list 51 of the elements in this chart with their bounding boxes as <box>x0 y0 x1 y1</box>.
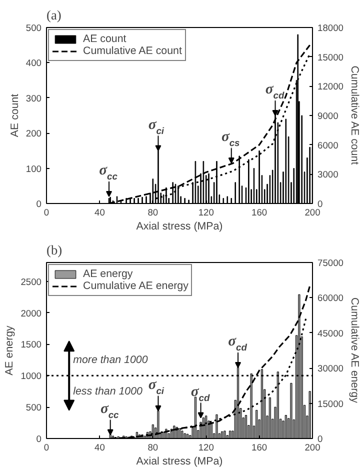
y2-axis-title: Cumulative AE energy <box>348 297 360 404</box>
x-tick-label: 200 <box>304 208 320 218</box>
y-tick-label: 100 <box>26 164 42 174</box>
x-tick-label: 40 <box>94 442 105 452</box>
y2-tick-label: 75000 <box>318 258 344 268</box>
y2-tick-label: 45000 <box>318 328 344 338</box>
legend-label: Cumulative AE energy <box>83 280 188 292</box>
y2-tick-label: 9000 <box>318 111 338 121</box>
y2-tick-label: 15000 <box>318 398 344 409</box>
y-tick-label: 0 <box>36 434 42 444</box>
x-tick-label: 80 <box>148 208 158 218</box>
y-tick-label: 1500 <box>20 340 42 350</box>
x-axis-title: Axial stress (MPa) <box>136 220 223 232</box>
y-tick-label: 2000 <box>20 308 42 318</box>
x-tick-label: 40 <box>94 208 105 218</box>
x-tick-label: 200 <box>304 442 320 452</box>
y2-axis-title: Cumulative AE count <box>348 66 360 165</box>
y2-tick-label: 12000 <box>318 82 344 92</box>
y2-tick-label: 3000 <box>318 170 338 180</box>
y2-tick-label: 6000 <box>318 140 338 150</box>
y-tick-label: 1000 <box>20 371 42 382</box>
x-tick-label: 120 <box>198 442 214 452</box>
x-axis-title: Axial stress (MPa) <box>136 456 223 468</box>
annotation: less than 1000 <box>73 385 142 398</box>
x-tick-label: 160 <box>252 442 268 452</box>
y-tick-label: 0 <box>36 199 42 209</box>
y-tick-label: 500 <box>26 23 42 33</box>
x-tick-label: 80 <box>148 442 158 452</box>
legend-label: Cumulative AE count <box>83 45 182 57</box>
y-tick-label: 500 <box>26 402 42 413</box>
x-tick-label: 160 <box>252 208 268 218</box>
y2-tick-label: 18000 <box>318 23 344 33</box>
legend-label: AE count <box>83 33 126 45</box>
x-tick-label: 0 <box>44 208 50 218</box>
legend-label: AE energy <box>83 268 133 280</box>
y2-tick-label: 15000 <box>318 52 344 62</box>
y-axis-title: AE energy <box>4 324 16 376</box>
y-tick-label: 300 <box>26 93 42 104</box>
x-tick-label: 0 <box>44 442 50 452</box>
chart-title: (b) <box>46 242 62 258</box>
y-tick-label: 200 <box>26 128 42 139</box>
y2-tick-label: 60000 <box>318 293 344 304</box>
x-tick-label: 120 <box>198 208 214 218</box>
chart-title: (a) <box>46 8 62 22</box>
y-tick-label: 400 <box>26 58 42 68</box>
annotation: more than 1000 <box>73 354 148 366</box>
y2-tick-label: 0 <box>318 199 323 209</box>
y-tick-label: 2500 <box>20 276 42 287</box>
y-axis-title: AE count <box>8 94 21 138</box>
y2-tick-label: 30000 <box>318 364 344 374</box>
y2-tick-label: 0 <box>318 434 323 444</box>
